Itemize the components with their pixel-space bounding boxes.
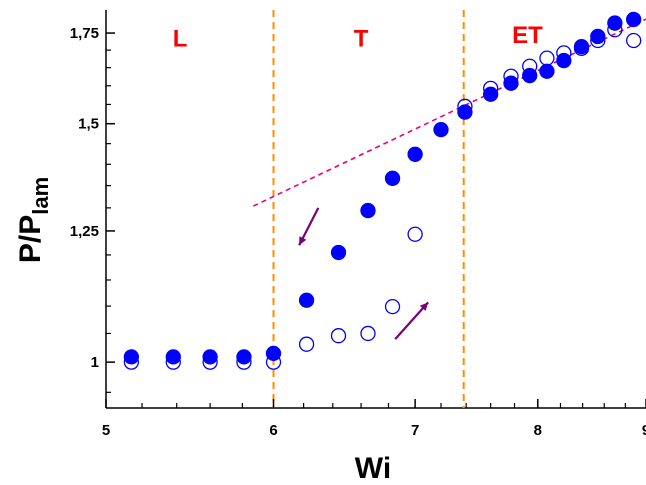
data-point-filled: [360, 202, 376, 219]
arrow-increasing-head: [419, 302, 429, 312]
data-point-open: [165, 354, 181, 370]
y-axis-title-main: P/P: [14, 215, 47, 263]
y-tick-label: 1,25: [70, 223, 99, 240]
y-axis-title: P/Plam: [14, 177, 53, 263]
data-point-open: [384, 298, 401, 315]
data-point-open: [556, 45, 572, 61]
y-tick-label: 1,75: [70, 25, 99, 42]
arrow-increasing-shaft: [394, 301, 429, 340]
data-point-open: [457, 98, 473, 114]
data-point-filled: [298, 292, 315, 308]
y-tick-label: 1,5: [78, 116, 99, 133]
y-tick-label: 1: [91, 354, 99, 371]
data-point-filled: [483, 86, 499, 102]
data-point-filled: [236, 349, 252, 365]
data-point-filled: [123, 349, 140, 365]
y-axis: 1 1,25 1,5 1,75: [70, 25, 115, 393]
data-point-filled: [626, 11, 642, 28]
region-labels: L T ET: [173, 22, 543, 52]
data-point-open: [360, 325, 376, 342]
data-point-open: [607, 22, 623, 38]
data-point-filled: [539, 63, 555, 79]
plot-frame: [105, 10, 646, 409]
data-point-filled: [590, 28, 606, 45]
x-tick-label: 5: [102, 422, 110, 439]
data-point-open: [522, 58, 538, 74]
data-point-filled: [457, 104, 473, 120]
data-point-open: [265, 354, 282, 370]
x-tick-label: 8: [534, 422, 542, 439]
data-point-open: [573, 40, 590, 57]
data-point-open: [590, 32, 606, 49]
data-point-open: [626, 32, 642, 49]
data-point-open: [330, 328, 347, 344]
region-label-t: T: [354, 26, 369, 53]
data-point-filled: [265, 345, 282, 362]
data-point-filled: [407, 146, 423, 162]
x-axis: 5 6 7 8 9: [102, 399, 646, 439]
data-point-open: [202, 354, 218, 370]
data-point-open: [123, 354, 140, 370]
data-point-open: [236, 354, 252, 370]
x-axis-title: Wi: [355, 452, 391, 485]
data-point-open: [539, 50, 555, 66]
arrow-annotations: [298, 207, 429, 340]
data-point-open: [407, 226, 423, 242]
x-tick-label: 7: [411, 422, 419, 439]
region-boundaries: [272, 10, 465, 408]
region-label-l: L: [173, 26, 188, 53]
x-tick-label: 6: [269, 422, 277, 439]
data-point-filled: [556, 52, 572, 69]
data-point-filled: [330, 244, 347, 261]
region-label-et: ET: [512, 22, 543, 49]
data-point-filled: [202, 349, 218, 365]
data-point-open: [503, 68, 519, 84]
data-series: [123, 11, 642, 370]
data-point-filled: [165, 349, 181, 365]
data-point-filled: [433, 121, 449, 138]
data-point-filled: [384, 170, 401, 186]
arrow-decreasing-head: [299, 236, 307, 246]
y-axis-title-sub: lam: [28, 177, 53, 215]
data-point-open: [298, 336, 315, 352]
data-point-open: [483, 80, 499, 96]
x-tick-label: 9: [642, 422, 646, 439]
